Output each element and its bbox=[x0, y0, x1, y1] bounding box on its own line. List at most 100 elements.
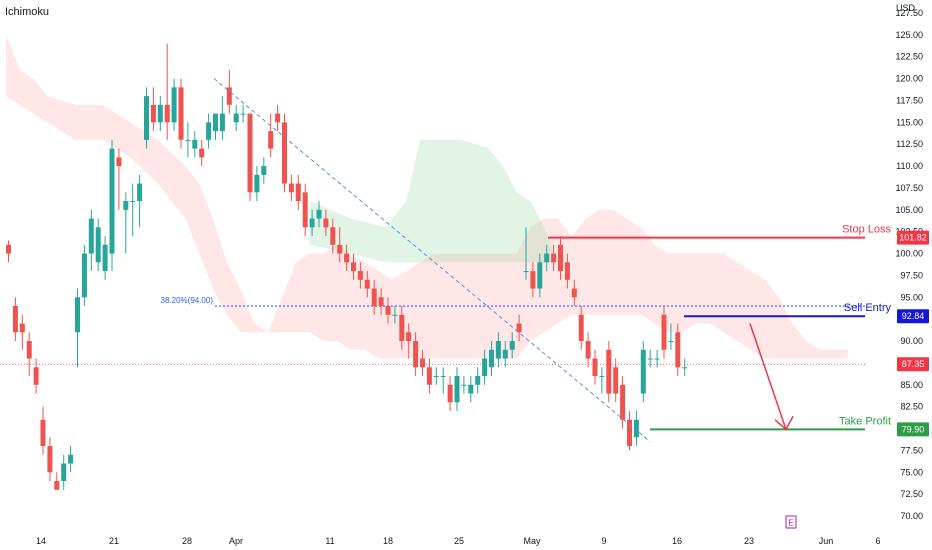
candle[interactable] bbox=[26, 341, 32, 359]
candle[interactable] bbox=[482, 358, 488, 377]
candle[interactable] bbox=[378, 297, 384, 307]
candle[interactable] bbox=[219, 113, 225, 132]
candle[interactable] bbox=[668, 341, 674, 343]
candle[interactable] bbox=[399, 314, 405, 342]
candle[interactable] bbox=[509, 341, 515, 350]
candle[interactable] bbox=[316, 209, 322, 219]
candle[interactable] bbox=[295, 183, 301, 202]
candle[interactable] bbox=[564, 262, 570, 280]
candle[interactable] bbox=[109, 148, 115, 254]
candle[interactable] bbox=[357, 271, 363, 280]
candle[interactable] bbox=[558, 244, 563, 272]
candle[interactable] bbox=[178, 87, 184, 140]
candle[interactable] bbox=[578, 314, 584, 342]
candle[interactable] bbox=[454, 376, 460, 403]
candle[interactable] bbox=[33, 367, 39, 385]
candle[interactable] bbox=[61, 463, 67, 482]
candle[interactable] bbox=[137, 183, 143, 202]
candle[interactable] bbox=[302, 192, 308, 228]
candle[interactable] bbox=[461, 384, 467, 386]
candle[interactable] bbox=[261, 166, 267, 175]
candle[interactable] bbox=[468, 384, 474, 394]
indicator-label[interactable]: Ichimoku bbox=[5, 6, 50, 18]
candle[interactable] bbox=[351, 262, 356, 272]
candle[interactable] bbox=[116, 157, 122, 167]
candle[interactable] bbox=[323, 218, 329, 228]
candle[interactable] bbox=[88, 218, 94, 254]
candle[interactable] bbox=[613, 367, 619, 394]
price-tag[interactable]: 92.84 bbox=[897, 309, 929, 324]
candle[interactable] bbox=[68, 454, 74, 464]
candle[interactable] bbox=[282, 122, 287, 184]
price-tag[interactable]: 87.35 bbox=[897, 357, 929, 372]
candle[interactable] bbox=[288, 183, 294, 193]
candle[interactable] bbox=[592, 358, 598, 377]
candle[interactable] bbox=[185, 139, 191, 141]
price-tag[interactable]: 79.90 bbox=[897, 422, 929, 437]
candle[interactable] bbox=[537, 262, 543, 289]
price-tag[interactable]: 101.82 bbox=[897, 230, 929, 245]
candle[interactable] bbox=[240, 113, 246, 115]
candle[interactable] bbox=[19, 323, 25, 333]
candle[interactable] bbox=[371, 288, 377, 307]
candle[interactable] bbox=[495, 341, 501, 359]
candle[interactable] bbox=[433, 376, 439, 378]
candle[interactable] bbox=[309, 218, 315, 228]
candle[interactable] bbox=[330, 227, 336, 245]
candle[interactable] bbox=[171, 87, 177, 123]
candle[interactable] bbox=[551, 253, 557, 263]
projection-arrow[interactable] bbox=[749, 323, 787, 430]
time-axis[interactable]: 14 21 28 Apr 11 18 25 May 9 16 23 Jun 6 bbox=[36, 536, 881, 546]
candle[interactable] bbox=[226, 87, 232, 105]
candle[interactable] bbox=[682, 367, 688, 369]
candle[interactable] bbox=[413, 341, 419, 368]
candle[interactable] bbox=[233, 113, 239, 123]
candle[interactable] bbox=[571, 288, 577, 298]
candle[interactable] bbox=[633, 419, 639, 438]
candle[interactable] bbox=[6, 244, 11, 254]
candle[interactable] bbox=[157, 104, 163, 123]
candle[interactable] bbox=[206, 122, 212, 140]
candle[interactable] bbox=[40, 419, 46, 447]
candle[interactable] bbox=[130, 201, 136, 203]
candle[interactable] bbox=[440, 376, 446, 378]
candle[interactable] bbox=[523, 271, 529, 273]
candle[interactable] bbox=[337, 244, 343, 254]
candle[interactable] bbox=[516, 323, 522, 333]
candle[interactable] bbox=[344, 253, 350, 263]
candle[interactable] bbox=[213, 113, 218, 132]
candle[interactable] bbox=[123, 201, 129, 210]
earnings-marker-box[interactable] bbox=[785, 515, 797, 529]
candle[interactable] bbox=[54, 481, 60, 490]
candle[interactable] bbox=[406, 332, 412, 342]
candle[interactable] bbox=[102, 244, 108, 272]
candle[interactable] bbox=[150, 104, 156, 123]
candle[interactable] bbox=[544, 253, 550, 263]
candle[interactable] bbox=[164, 104, 170, 123]
candle[interactable] bbox=[606, 349, 612, 394]
candle[interactable] bbox=[675, 332, 681, 368]
candle[interactable] bbox=[475, 376, 481, 385]
candle[interactable] bbox=[192, 139, 198, 149]
candle[interactable] bbox=[144, 96, 149, 140]
candle[interactable] bbox=[247, 113, 253, 193]
candlesticks[interactable] bbox=[6, 43, 688, 490]
candle[interactable] bbox=[530, 271, 536, 289]
candle[interactable] bbox=[95, 227, 101, 263]
candle[interactable] bbox=[426, 367, 432, 385]
candle[interactable] bbox=[420, 358, 425, 368]
candle[interactable] bbox=[647, 358, 653, 360]
candle[interactable] bbox=[385, 306, 391, 315]
candle[interactable] bbox=[47, 446, 53, 473]
candle[interactable] bbox=[364, 279, 370, 289]
candle[interactable] bbox=[599, 376, 605, 378]
drawings[interactable]: E bbox=[213, 78, 797, 529]
candle[interactable] bbox=[75, 297, 80, 333]
candle[interactable] bbox=[392, 314, 398, 316]
candle[interactable] bbox=[199, 148, 205, 158]
candle[interactable] bbox=[254, 174, 260, 193]
candle[interactable] bbox=[268, 131, 274, 149]
candle[interactable] bbox=[585, 341, 591, 359]
